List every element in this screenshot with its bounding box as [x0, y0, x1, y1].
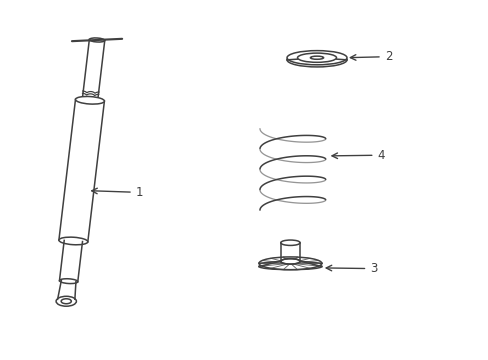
Ellipse shape [310, 56, 323, 59]
Ellipse shape [259, 263, 321, 270]
Ellipse shape [89, 38, 104, 42]
Text: 1: 1 [92, 186, 143, 199]
Ellipse shape [297, 53, 336, 62]
Ellipse shape [259, 257, 321, 270]
Ellipse shape [75, 96, 104, 104]
Ellipse shape [280, 240, 300, 246]
Ellipse shape [59, 237, 88, 245]
Ellipse shape [286, 53, 346, 67]
Polygon shape [82, 40, 104, 98]
Ellipse shape [60, 279, 78, 284]
Ellipse shape [286, 51, 346, 65]
Polygon shape [60, 240, 82, 282]
Ellipse shape [56, 296, 76, 306]
Ellipse shape [280, 259, 300, 264]
Polygon shape [59, 99, 104, 242]
Text: 4: 4 [331, 149, 384, 162]
Text: 3: 3 [325, 262, 377, 275]
Ellipse shape [61, 299, 71, 304]
Text: 2: 2 [349, 50, 391, 63]
